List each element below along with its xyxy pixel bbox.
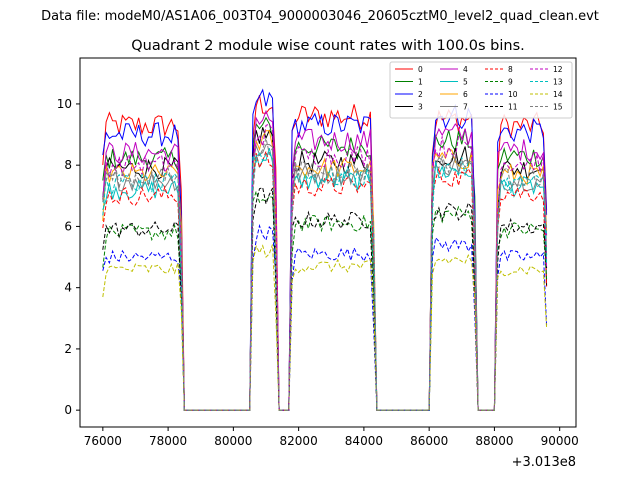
- series-line-12: [102, 123, 548, 411]
- x-tick-label: 80000: [214, 434, 252, 448]
- legend-label-11: 11: [508, 103, 518, 112]
- x-tick-label: 78000: [149, 434, 187, 448]
- legend-label-13: 13: [553, 78, 563, 87]
- legend-label-15: 15: [553, 103, 563, 112]
- series-line-14: [102, 244, 548, 411]
- series-line-4: [102, 109, 548, 411]
- series-line-15: [102, 137, 548, 411]
- legend-label-14: 14: [553, 90, 563, 99]
- legend-label-4: 4: [463, 65, 468, 74]
- legend-label-3: 3: [418, 103, 423, 112]
- y-tick-label: 2: [64, 342, 72, 356]
- x-tick-label: 84000: [345, 434, 383, 448]
- y-tick-label: 10: [57, 97, 72, 111]
- legend-label-5: 5: [463, 78, 468, 87]
- y-tick-label: 4: [64, 281, 72, 295]
- legend-label-9: 9: [508, 78, 513, 87]
- legend-label-1: 1: [418, 78, 423, 87]
- chart-title: Quadrant 2 module wise count rates with …: [131, 38, 525, 54]
- x-tick-label: 90000: [541, 434, 579, 448]
- y-tick-label: 6: [64, 219, 72, 233]
- legend-box: [389, 61, 573, 119]
- legend-label-12: 12: [553, 65, 563, 74]
- x-tick-label: 76000: [84, 434, 122, 448]
- x-tick-label: 88000: [475, 434, 513, 448]
- y-tick-label: 8: [64, 158, 72, 172]
- series-line-13: [102, 150, 548, 411]
- series-line-7: [102, 143, 548, 411]
- legend-label-6: 6: [463, 90, 468, 99]
- legend-label-7: 7: [463, 103, 468, 112]
- series-line-11: [102, 186, 548, 411]
- series-line-2: [102, 88, 548, 411]
- x-tick-label: 86000: [410, 434, 448, 448]
- legend-label-10: 10: [508, 90, 518, 99]
- data-file-label: Data file: modeM0/AS1A06_003T04_90000030…: [41, 9, 599, 24]
- legend-label-8: 8: [508, 65, 513, 74]
- series-line-5: [102, 147, 548, 411]
- y-tick-label: 0: [64, 403, 72, 417]
- plot-frame: [79, 57, 577, 428]
- series-line-8: [102, 149, 548, 411]
- x-tick-label: 82000: [280, 434, 318, 448]
- x-offset-label: +3.013e8: [512, 455, 576, 470]
- legend-label-2: 2: [418, 90, 423, 99]
- legend-label-0: 0: [418, 65, 423, 74]
- series-line-9: [102, 189, 548, 411]
- series-line-10: [102, 223, 548, 411]
